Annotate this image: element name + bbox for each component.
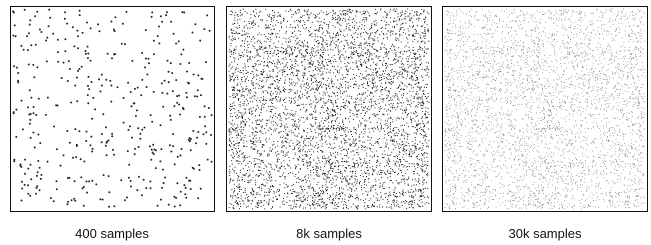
caption: 400 samples (75, 226, 149, 241)
page: 400 samples 8k samples 30k samples (() =… (0, 0, 651, 245)
caption: 8k samples (296, 226, 362, 241)
caption: 30k samples (509, 226, 582, 241)
figure: 400 samples 8k samples 30k samples (0, 0, 651, 245)
